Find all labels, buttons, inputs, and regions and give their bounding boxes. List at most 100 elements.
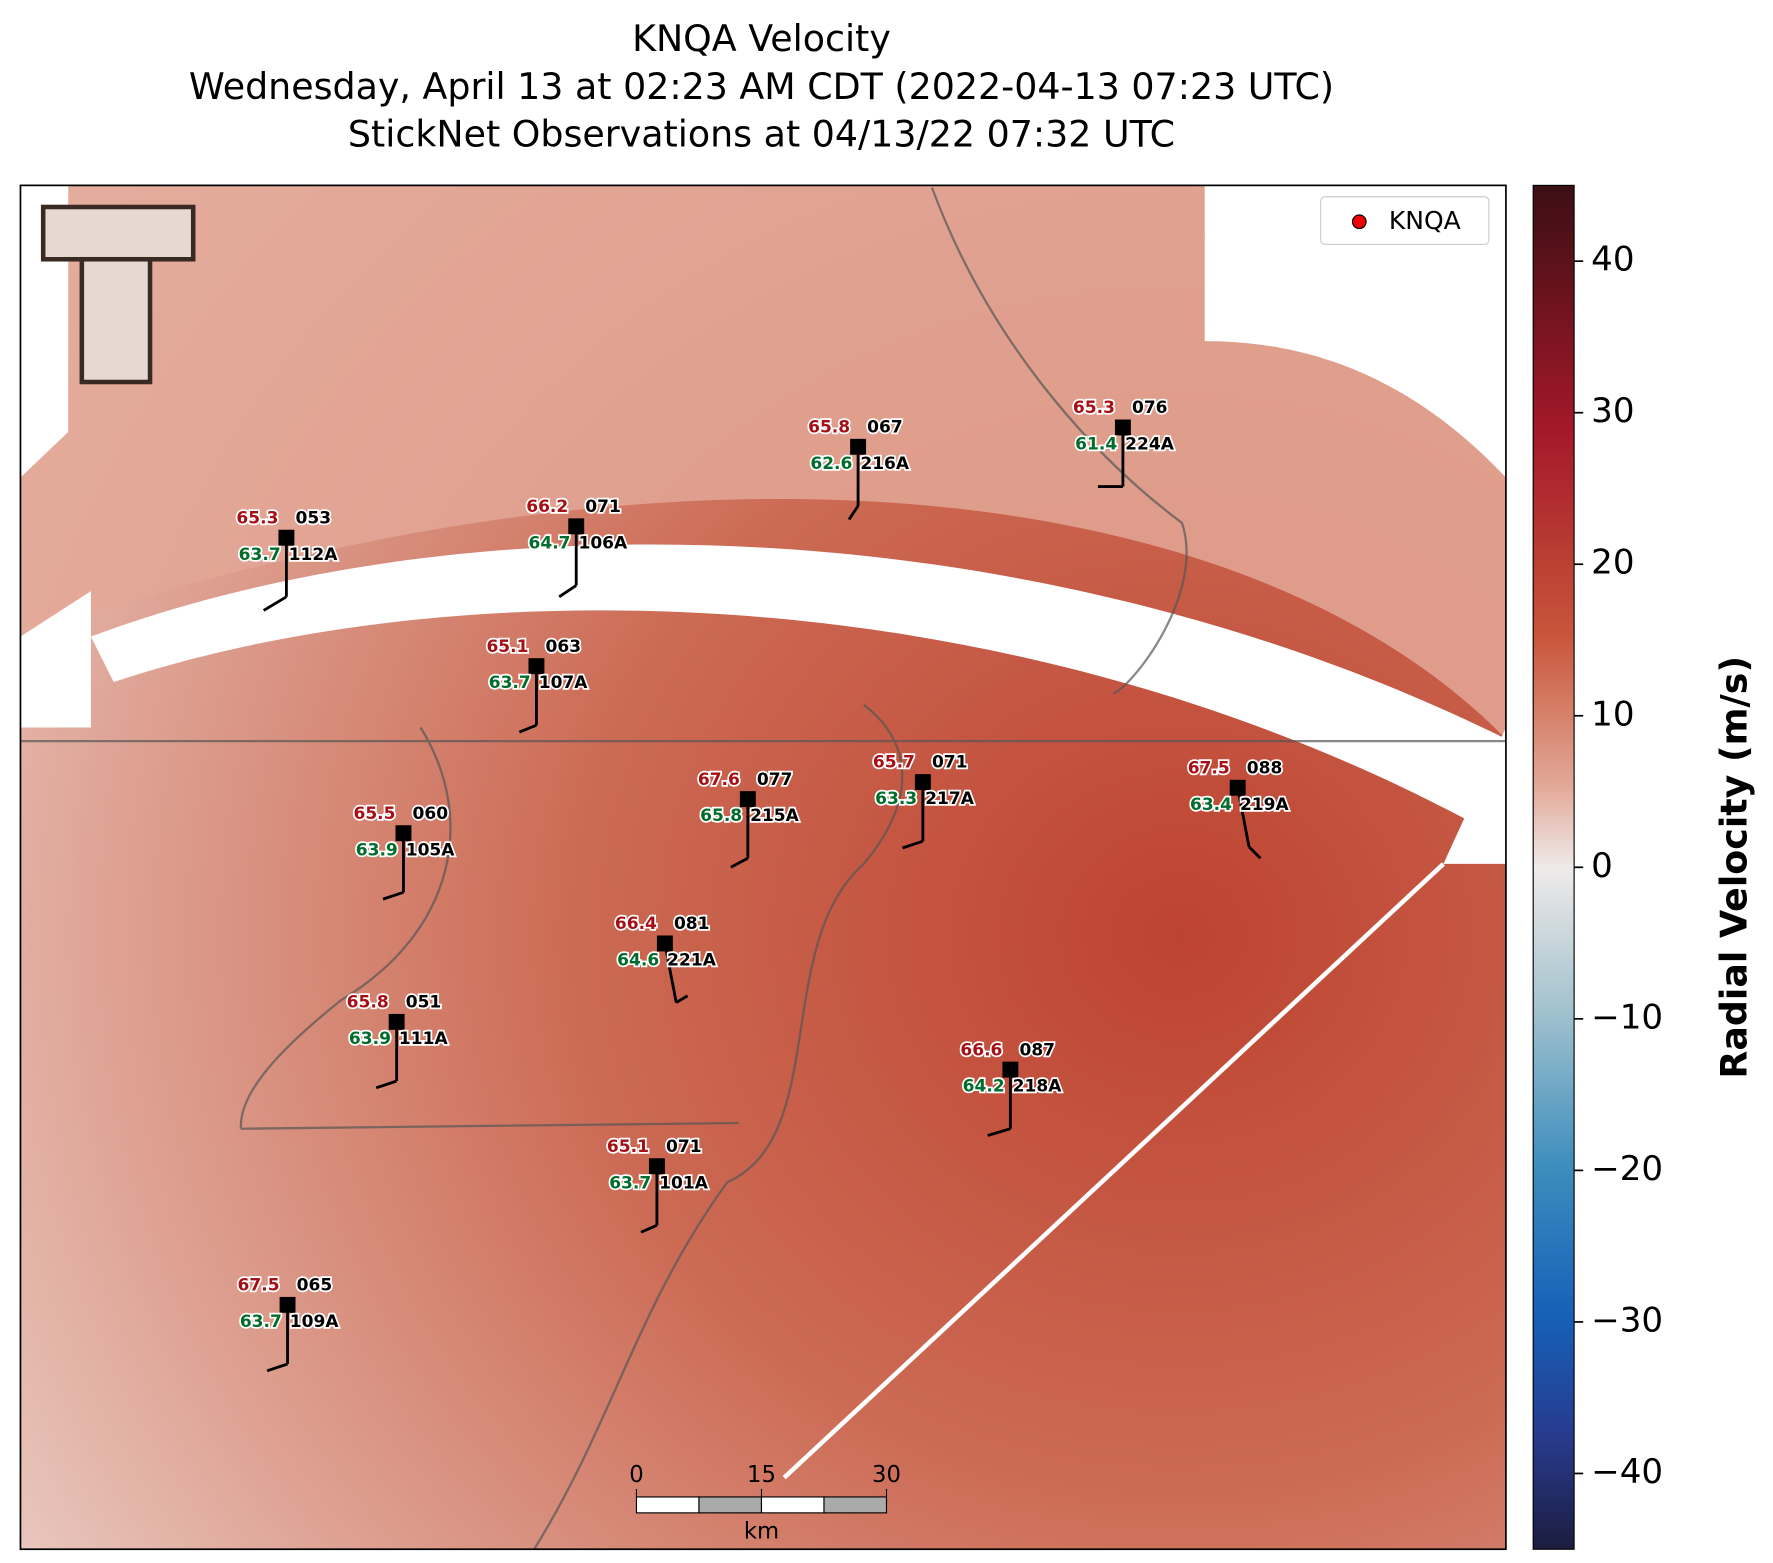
station-marker bbox=[648, 1158, 665, 1175]
station-code: 067 bbox=[867, 417, 903, 437]
station-dewpoint: 63.7 bbox=[489, 673, 531, 693]
legend-label: KNQA bbox=[1389, 206, 1461, 235]
colorbar-tick-label: 30 bbox=[1591, 391, 1634, 431]
station-id: 109A bbox=[290, 1312, 340, 1332]
title-line: KNQA Velocity bbox=[632, 17, 891, 60]
station-dewpoint: 64.6 bbox=[617, 951, 659, 971]
station-code: 081 bbox=[674, 914, 710, 934]
colorbar-axis: 40 30 20 10 0 −10 −20 −30 −40 bbox=[1574, 240, 1663, 1492]
station-dewpoint: 62.6 bbox=[810, 454, 852, 474]
station-code: 088 bbox=[1247, 758, 1283, 778]
station-marker bbox=[1229, 779, 1246, 796]
legend-box bbox=[1320, 196, 1490, 246]
radar-map: 65.3 053 63.7 112A 66.2 071 64.7 106A 65.8 067 62.… bbox=[20, 185, 1506, 1550]
station-temp: 66.2 bbox=[526, 497, 568, 517]
station-id: 101A bbox=[659, 1173, 709, 1193]
wind-barb-flag bbox=[518, 723, 537, 734]
colorbar-tick-label: 40 bbox=[1591, 240, 1634, 280]
station-code: 071 bbox=[585, 497, 621, 517]
station-dewpoint: 63.7 bbox=[240, 1312, 282, 1332]
station-dewpoint: 64.2 bbox=[963, 1077, 1005, 1097]
colorbar-tick-label: −30 bbox=[1591, 1300, 1663, 1340]
station-id: 224A bbox=[1125, 435, 1175, 455]
scale-segment bbox=[635, 1496, 700, 1514]
colorbar-tick-label: 20 bbox=[1591, 543, 1634, 583]
station-marker bbox=[278, 529, 295, 546]
station-id: 106A bbox=[578, 533, 628, 553]
station-dewpoint: 63.3 bbox=[875, 789, 917, 809]
station-id: 219A bbox=[1240, 795, 1290, 815]
station-id: 107A bbox=[539, 673, 589, 693]
station-temp: 67.6 bbox=[698, 770, 740, 790]
station-dewpoint: 63.7 bbox=[239, 545, 281, 565]
scale-tick-label: 0 bbox=[629, 1462, 643, 1488]
scale-tick-label: 15 bbox=[747, 1462, 776, 1488]
wind-barb-flag bbox=[640, 1224, 658, 1234]
station-dewpoint: 63.4 bbox=[1190, 795, 1232, 815]
title-line: StickNet Observations at 04/13/22 07:32 … bbox=[348, 113, 1175, 156]
station-id: 218A bbox=[1013, 1077, 1063, 1097]
station-code: 087 bbox=[1019, 1040, 1055, 1060]
station-temp: 65.3 bbox=[236, 508, 278, 528]
wind-barb-flag bbox=[262, 595, 288, 612]
station-marker bbox=[568, 518, 585, 535]
tt-logo bbox=[40, 204, 196, 385]
no-data bbox=[1204, 185, 1506, 478]
scale-segment bbox=[698, 1496, 763, 1514]
boundary bbox=[20, 187, 1506, 1550]
station-id: 112A bbox=[289, 545, 339, 565]
wind-barb-flag bbox=[382, 890, 404, 901]
station-marker bbox=[656, 935, 673, 952]
station-temp: 65.8 bbox=[808, 417, 850, 437]
station-marker bbox=[388, 1013, 405, 1030]
station-dewpoint: 63.9 bbox=[349, 1029, 391, 1049]
station-id: 216A bbox=[860, 454, 910, 474]
station-temp: 67.5 bbox=[1188, 758, 1230, 778]
station-temp: 66.4 bbox=[615, 914, 657, 934]
colorbar bbox=[1532, 184, 1575, 1550]
station-id: 221A bbox=[667, 951, 717, 971]
station-marker bbox=[528, 658, 545, 675]
station-dewpoint: 63.9 bbox=[356, 840, 398, 860]
station-code: 071 bbox=[666, 1137, 702, 1157]
wind-barb-flag bbox=[847, 505, 860, 521]
title-block: KNQA Velocity Wednesday, April 13 at 02:2… bbox=[189, 17, 1334, 155]
station-temp: 65.1 bbox=[486, 637, 528, 657]
station-code: 063 bbox=[546, 637, 582, 657]
no-data bbox=[1443, 727, 1506, 864]
colorbar-tick-label: 10 bbox=[1591, 694, 1634, 734]
wind-barb-flag bbox=[730, 856, 749, 869]
station-id: 105A bbox=[406, 840, 456, 860]
colorbar-label: Radial Velocity (m/s) bbox=[1713, 656, 1756, 1079]
station-dewpoint: 61.4 bbox=[1075, 435, 1117, 455]
scale-unit: km bbox=[744, 1519, 779, 1545]
wind-barb-flag bbox=[266, 1362, 288, 1373]
station-dewpoint: 64.7 bbox=[529, 533, 571, 553]
station-code: 071 bbox=[932, 753, 968, 773]
legend-marker bbox=[1351, 214, 1367, 230]
station-temp: 67.5 bbox=[238, 1276, 280, 1296]
no-data bbox=[20, 185, 91, 728]
legend: KNQA bbox=[1320, 196, 1490, 246]
upper-field bbox=[20, 185, 1506, 739]
title-line: Wednesday, April 13 at 02:23 AM CDT (202… bbox=[189, 65, 1334, 108]
station-temp: 66.6 bbox=[960, 1040, 1002, 1060]
scale-segment bbox=[760, 1496, 825, 1514]
station-code: 051 bbox=[406, 993, 442, 1013]
wind-barb-flag bbox=[675, 994, 689, 1004]
wind-barb-flag bbox=[375, 1079, 398, 1090]
map-frame bbox=[19, 184, 1507, 1551]
station-id: 111A bbox=[399, 1029, 449, 1049]
wind-barb-flag bbox=[1248, 845, 1262, 860]
station-code: 060 bbox=[413, 804, 449, 824]
colorbar-tick-label: 0 bbox=[1591, 846, 1613, 886]
station-code: 065 bbox=[297, 1276, 333, 1296]
beam-blockage bbox=[782, 862, 1445, 1480]
colorbar-tick-label: −20 bbox=[1591, 1149, 1663, 1189]
wind-barb bbox=[1236, 787, 1251, 848]
station-marker bbox=[1114, 419, 1131, 436]
wind-barb-flag bbox=[558, 584, 578, 598]
station-id: 217A bbox=[925, 789, 975, 809]
station-marker bbox=[739, 791, 756, 808]
